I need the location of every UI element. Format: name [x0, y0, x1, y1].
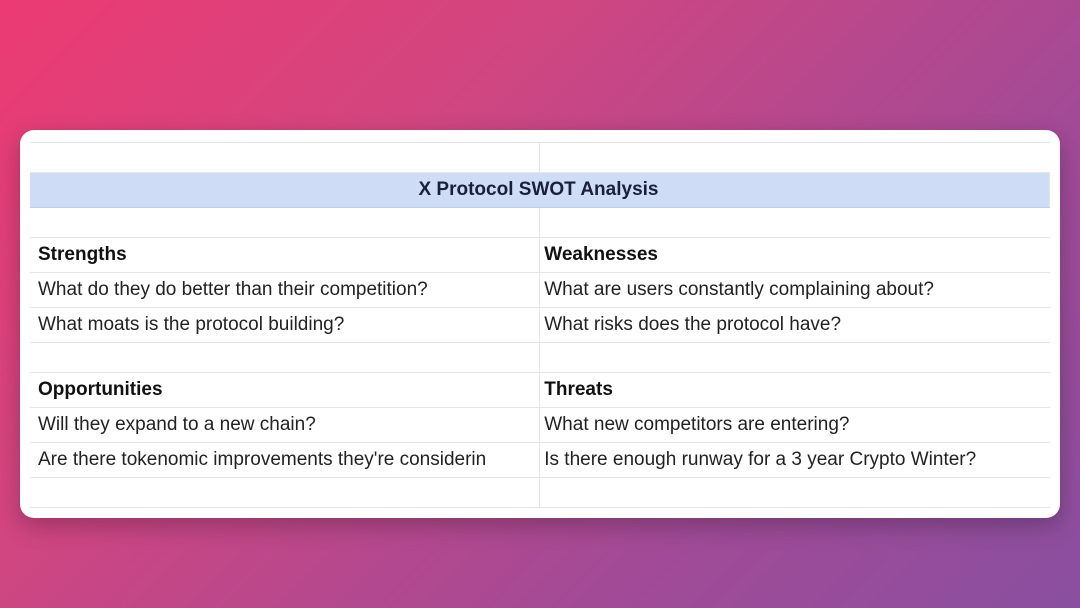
title-row: X Protocol SWOT Analysis [30, 173, 1050, 208]
opportunities-item: Are there tokenomic improvements they're… [30, 443, 540, 478]
table-row [30, 208, 1050, 238]
strengths-item: What moats is the protocol building? [30, 308, 540, 343]
threats-item: What new competitors are entering? [540, 408, 1050, 443]
threats-heading: Threats [540, 373, 1050, 408]
opportunities-item: Will they expand to a new chain? [30, 408, 540, 443]
table-row: Strengths Weaknesses [30, 238, 1050, 273]
opportunities-heading: Opportunities [30, 373, 540, 408]
threats-item: Is there enough runway for a 3 year Cryp… [540, 443, 1050, 478]
table-row: Are there tokenomic improvements they're… [30, 443, 1050, 478]
swot-table: X Protocol SWOT Analysis Strengths Weakn… [30, 142, 1050, 508]
table-row [30, 143, 1050, 173]
table-row: What moats is the protocol building? Wha… [30, 308, 1050, 343]
strengths-item: What do they do better than their compet… [30, 273, 540, 308]
table-title: X Protocol SWOT Analysis [30, 173, 1050, 208]
swot-card: X Protocol SWOT Analysis Strengths Weakn… [20, 130, 1060, 518]
weaknesses-item: What are users constantly complaining ab… [540, 273, 1050, 308]
table-row [30, 478, 1050, 508]
strengths-heading: Strengths [30, 238, 540, 273]
table-row: What do they do better than their compet… [30, 273, 1050, 308]
table-row: Opportunities Threats [30, 373, 1050, 408]
weaknesses-heading: Weaknesses [540, 238, 1050, 273]
table-row [30, 343, 1050, 373]
table-row: Will they expand to a new chain? What ne… [30, 408, 1050, 443]
weaknesses-item: What risks does the protocol have? [540, 308, 1050, 343]
